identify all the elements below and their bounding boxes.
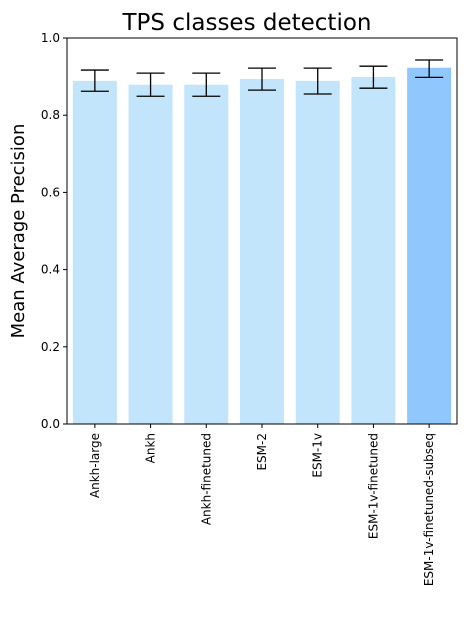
y-tick-label: 0.2 — [41, 340, 60, 354]
y-axis-label: Mean Average Precision — [8, 124, 29, 339]
bar — [239, 78, 285, 424]
y-tick-label: 0.4 — [41, 263, 60, 277]
error-bar — [248, 67, 276, 91]
y-tick-label: 1.0 — [41, 31, 60, 45]
x-tick-label: Ankh-large — [88, 433, 102, 498]
x-tick-label: ESM-1v-finetuned — [366, 433, 380, 539]
bar — [128, 84, 173, 425]
x-axis: Ankh-large Ankh Ankh-finetuned ESM-2 ESM-1v E… — [88, 424, 436, 586]
error-bar — [192, 72, 221, 97]
error-bar — [80, 69, 109, 92]
y-tick-label: 0.8 — [41, 108, 60, 122]
bar — [351, 76, 396, 425]
x-tick-label: ESM-1v-finetuned-subseq — [422, 433, 436, 586]
x-tick-label: ESM-1v — [311, 433, 325, 478]
bar — [407, 67, 452, 425]
y-tick-label: 0.0 — [41, 417, 60, 431]
bar — [72, 80, 117, 424]
x-tick-label: ESM-2 — [255, 433, 269, 471]
error-bars-group — [80, 59, 444, 97]
error-bar — [136, 72, 165, 97]
bar — [295, 80, 340, 424]
error-bar — [303, 67, 332, 95]
y-tick-label: 0.6 — [41, 185, 60, 199]
bars-group — [72, 67, 452, 425]
x-tick-label: Ankh-finetuned — [199, 433, 213, 525]
chart-title: TPS classes detection — [122, 10, 372, 36]
error-bar — [415, 59, 444, 79]
plot-frame — [66, 37, 458, 425]
error-bar — [359, 65, 388, 89]
x-tick-label: Ankh — [144, 433, 158, 463]
bar — [184, 84, 229, 425]
y-axis: 0.0 0.2 0.4 0.6 0.8 1.0 — [41, 31, 67, 431]
